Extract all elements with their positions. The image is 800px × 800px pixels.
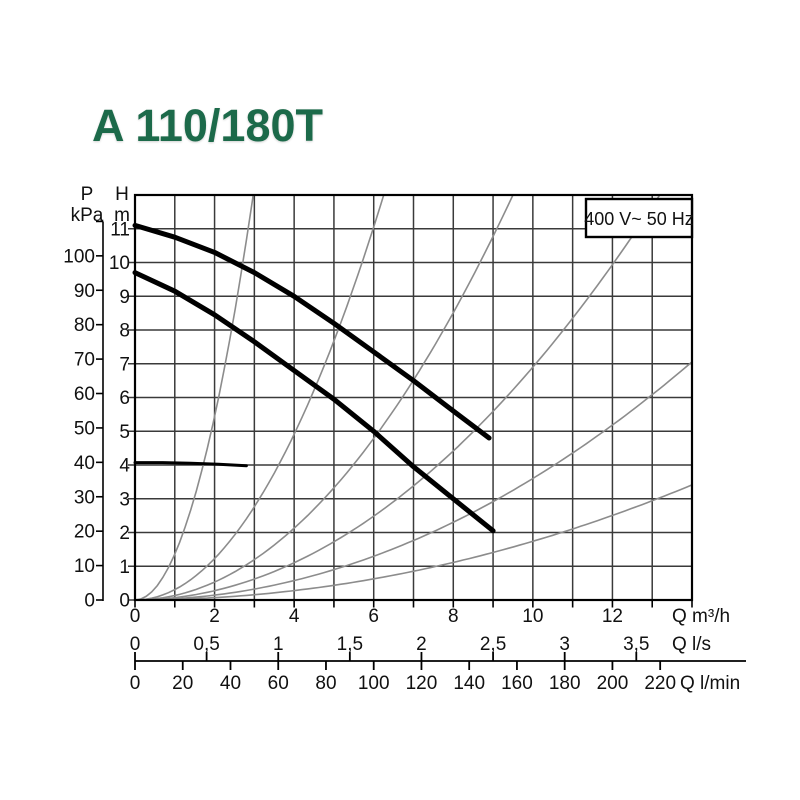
pressure-tick-label: 70: [74, 350, 95, 371]
head-tick-label: 0: [119, 591, 130, 612]
head-tick-label: 1: [119, 557, 130, 578]
flow-lmin-tick-label: 140: [453, 673, 485, 694]
flow-ls-tick-label: 2,5: [480, 634, 506, 655]
pressure-axis-symbol: P: [81, 184, 94, 205]
head-tick-label: 8: [119, 321, 130, 342]
flow-lmin-tick-label: 120: [406, 673, 438, 694]
system-curve: [135, 195, 514, 600]
pressure-tick-label: 90: [74, 281, 95, 302]
flow-m3h-axis: [134, 600, 693, 608]
head-tick-label: 3: [119, 489, 130, 510]
flow-m3h-tick-label: 2: [209, 606, 220, 627]
pressure-axis: [96, 220, 104, 601]
pressure-tick-label: 50: [74, 418, 95, 439]
flow-lmin-tick-label: 160: [501, 673, 533, 694]
pressure-tick-label: 20: [74, 522, 95, 543]
flow-lmin-tick-label: 80: [315, 673, 336, 694]
pressure-tick-label: 40: [74, 453, 95, 474]
flow-ls-tick-label: 3: [559, 634, 570, 655]
flow-lmin-tick-label: 220: [644, 673, 676, 694]
flow-ls-tick-label: 2: [416, 634, 427, 655]
flow-ls-unit-label: Q l/s: [672, 634, 711, 655]
system-curve: [135, 195, 661, 600]
flow-ls-tick-label: 0,5: [193, 634, 219, 655]
flow-ls-tick-label: 0: [130, 634, 141, 655]
flow-m3h-unit-label: Q m³/h: [672, 606, 730, 627]
flow-m3h-tick-label: 0: [130, 606, 141, 627]
flow-m3h-tick-label: 8: [448, 606, 459, 627]
flow-lmin-tick-label: 60: [268, 673, 289, 694]
flow-lmin-tick-label: 0: [130, 673, 141, 694]
voltage-rating-box: 400 V~ 50 Hz: [584, 197, 694, 239]
system-curve: [135, 361, 692, 600]
page-title: A 110/180T: [92, 100, 323, 151]
flow-ls-lmin-axis: [134, 652, 746, 670]
voltage-rating-label: 400 V~ 50 Hz: [584, 209, 694, 229]
flow-lmin-tick-label: 100: [358, 673, 390, 694]
system-curve: [135, 195, 254, 600]
head-axis-unit: m: [114, 205, 130, 226]
pump-curve-3: [133, 461, 248, 468]
system-curves: [135, 195, 692, 600]
flow-lmin-tick-label: 180: [549, 673, 581, 694]
flow-ls-tick-label: 3,5: [623, 634, 649, 655]
pressure-tick-label: 10: [74, 556, 95, 577]
flow-ls-tick-label: 1,5: [337, 634, 363, 655]
flow-ls-tick-label: 1: [273, 634, 284, 655]
head-tick-label: 10: [109, 253, 130, 274]
pump-curve-1: [132, 222, 492, 441]
grid-lines: [128, 195, 692, 601]
pressure-tick-label: 80: [74, 315, 95, 336]
flow-lmin-tick-label: 40: [220, 673, 241, 694]
flow-lmin-tick-label: 200: [597, 673, 629, 694]
head-tick-label: 2: [119, 523, 130, 544]
head-tick-label: 7: [119, 354, 130, 375]
flow-m3h-tick-label: 4: [289, 606, 300, 627]
head-tick-label: 5: [119, 422, 130, 443]
pump-curve-2: [132, 270, 496, 534]
pressure-tick-label: 60: [74, 384, 95, 405]
head-tick-label: 11: [110, 219, 130, 240]
flow-lmin-tick-label: 20: [172, 673, 193, 694]
flow-m3h-tick-label: 6: [368, 606, 379, 627]
pressure-tick-label: 100: [63, 246, 95, 267]
flow-m3h-tick-label: 10: [522, 606, 543, 627]
head-tick-label: 9: [119, 287, 130, 308]
pressure-axis-unit: kPa: [71, 205, 104, 226]
pressure-tick-label: 30: [74, 487, 95, 508]
flow-m3h-tick-label: 12: [602, 606, 623, 627]
pressure-tick-label: 0: [84, 591, 95, 612]
head-axis-symbol: H: [115, 184, 129, 205]
flow-lmin-unit-label: Q l/min: [680, 673, 740, 694]
system-curve: [135, 195, 385, 600]
system-curve: [135, 484, 692, 600]
head-tick-label: 4: [119, 456, 130, 477]
head-tick-label: 6: [119, 388, 130, 409]
